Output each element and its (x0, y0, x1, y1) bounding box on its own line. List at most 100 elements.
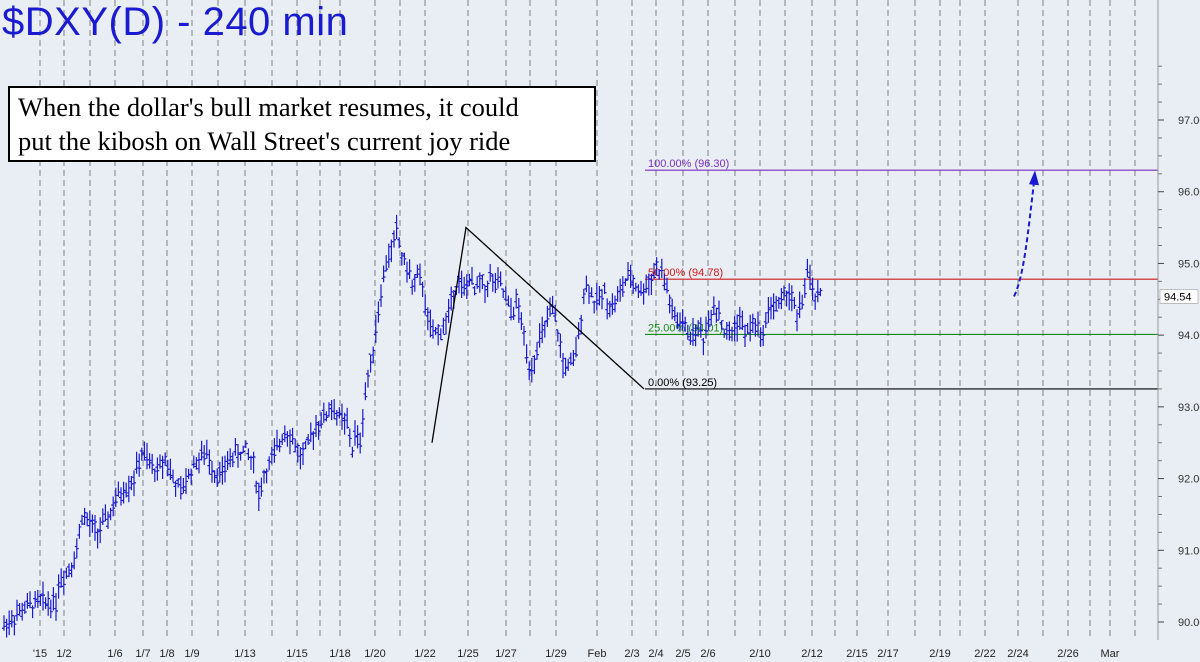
price-bar (129, 476, 134, 491)
x-axis: '15 1/2 1/6 1/7 1/8 1/9 1/13 1/15 1/18 1/20 1/22 1/… (33, 648, 1120, 660)
y-tick-label: 94.00 (1178, 330, 1200, 342)
price-bar (399, 252, 404, 266)
price-bar (376, 301, 381, 323)
price-bar (433, 327, 438, 336)
x-tick-label: 1/25 (457, 648, 478, 660)
price-bar (545, 305, 550, 327)
price-bar (462, 276, 467, 296)
x-tick-label: 2/26 (1057, 648, 1078, 660)
projection-arrowhead (1029, 170, 1039, 186)
x-tick-label: 1/27 (495, 648, 516, 660)
price-bar (516, 297, 521, 323)
price-bar (511, 306, 516, 321)
x-tick-label: Feb (588, 648, 607, 660)
y-axis: 90.00 91.00 92.00 93.00 94.00 95.00 96.00 97.00… (1157, 0, 1200, 640)
price-bar (805, 258, 810, 278)
price-bar (67, 563, 71, 578)
x-tick-label: 1/18 (329, 648, 350, 660)
price-bar (142, 441, 147, 461)
price-bar (111, 496, 116, 517)
price-bar (316, 421, 321, 440)
price-bar (753, 318, 758, 337)
price-bar (61, 570, 66, 595)
price-bar (207, 449, 212, 475)
x-tick-label: 1/7 (135, 648, 150, 660)
price-bar (353, 420, 357, 446)
price-bar (688, 331, 693, 345)
price-bar (321, 402, 326, 423)
x-tick-label: 2/4 (648, 648, 663, 660)
price-bar (64, 567, 69, 579)
price-bar (618, 278, 623, 302)
price-bar (319, 412, 324, 429)
price-bar (561, 352, 565, 379)
price-bar (542, 320, 547, 338)
price-bar (776, 296, 781, 309)
price-bar (750, 313, 755, 333)
price-bar (732, 316, 737, 342)
price-bar (685, 324, 690, 340)
price-bar (285, 431, 290, 447)
price-bar (496, 267, 500, 289)
price-bar (524, 344, 529, 364)
price-bar (54, 592, 58, 621)
price-bar (95, 528, 100, 549)
price-bar (126, 475, 131, 503)
price-bar (444, 312, 448, 335)
swing-lines (431, 226, 645, 443)
price-bar (93, 514, 97, 541)
price-bar (28, 591, 32, 609)
price-bar (389, 239, 394, 263)
price-bar (584, 275, 589, 293)
price-bar (711, 296, 716, 316)
price-bar (77, 523, 82, 539)
price-bar (171, 469, 175, 484)
price-bar (425, 307, 430, 331)
price-bar (594, 282, 599, 311)
price-bar (288, 429, 292, 455)
projection-arrow (1013, 170, 1039, 297)
price-bar (51, 587, 56, 611)
price-bar (802, 278, 807, 298)
price-bar (145, 442, 149, 470)
price-bar (150, 453, 155, 474)
price-bar (698, 317, 703, 338)
price-bar (384, 255, 389, 272)
price-bar (412, 274, 417, 292)
price-bar (727, 321, 732, 341)
price-bar (155, 457, 160, 481)
price-bar (165, 459, 170, 477)
price-bar (197, 452, 201, 474)
price-bar (20, 602, 25, 621)
price-bar (779, 288, 784, 310)
price-bar (360, 409, 365, 438)
price-bar (280, 433, 285, 445)
price-bar (184, 468, 188, 495)
price-bar (236, 444, 240, 468)
price-bar (498, 271, 503, 287)
price-bar (667, 294, 672, 314)
price-bar (639, 280, 643, 296)
price-bar (4, 618, 9, 638)
y-tick-label: 90.00 (1178, 617, 1200, 629)
price-bar (251, 451, 256, 474)
price-bar (693, 324, 698, 347)
price-bar (602, 282, 607, 294)
price-bar (420, 281, 425, 297)
price-bar (761, 324, 766, 347)
price-bar (41, 581, 45, 611)
price-bar (230, 452, 235, 468)
price-bar (394, 214, 399, 240)
price-bar (301, 442, 305, 466)
y-tick-label: 91.00 (1178, 545, 1200, 557)
price-bars (2, 214, 823, 638)
price-bar (537, 323, 542, 348)
price-bar (607, 300, 612, 318)
price-bar (98, 517, 103, 544)
price-bar (597, 285, 602, 306)
price-bar (527, 361, 532, 381)
price-bar (194, 457, 199, 470)
price-bar (202, 445, 207, 465)
price-bar (735, 314, 740, 342)
